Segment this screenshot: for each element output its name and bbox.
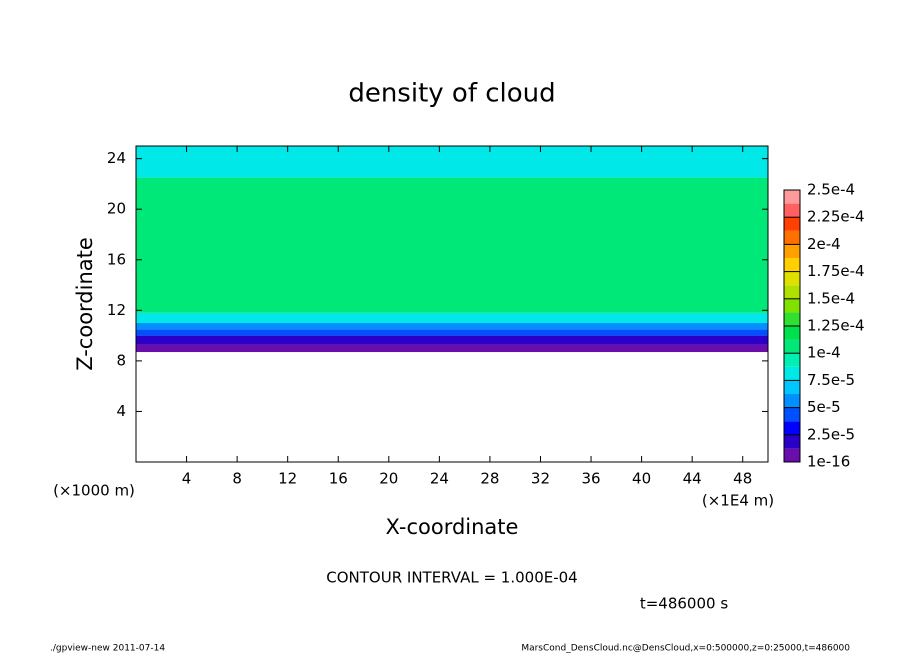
y-tick-label: 12 xyxy=(107,301,126,319)
x-axis-label: X-coordinate xyxy=(386,515,519,539)
colorbar-swatch xyxy=(784,203,800,218)
x-tick-label: 28 xyxy=(480,470,499,488)
colorbar-label: 1e-4 xyxy=(807,344,841,362)
x-tick-label: 44 xyxy=(683,470,702,488)
colorbar-label: 5e-5 xyxy=(807,398,841,416)
x-tick-label: 32 xyxy=(531,470,550,488)
colorbar-swatch xyxy=(784,353,800,367)
colorbar-swatch xyxy=(784,258,800,272)
x-tick-label: 24 xyxy=(430,470,449,488)
y-unit-label: (×1000 m) xyxy=(53,482,135,500)
colorbar-swatch xyxy=(784,190,800,204)
colorbar-label: 1e-16 xyxy=(807,453,850,471)
colorbar-label: 2.25e-4 xyxy=(807,208,865,226)
density-band xyxy=(136,329,768,336)
x-unit-label: (×1E4 m) xyxy=(702,492,774,510)
x-tick-label: 8 xyxy=(232,470,242,488)
y-tick-label: 16 xyxy=(107,250,126,268)
x-tick-label: 4 xyxy=(182,470,192,488)
colorbar-swatch xyxy=(784,271,800,286)
x-tick-label: 12 xyxy=(278,470,297,488)
colorbar-swatch xyxy=(784,298,800,313)
colorbar-swatch xyxy=(784,285,800,299)
colorbar-swatch xyxy=(784,407,800,422)
colorbar-swatch xyxy=(784,434,800,449)
colorbar-label: 2.5e-4 xyxy=(807,181,855,199)
colorbar-swatch xyxy=(784,380,800,394)
contour-text: CONTOUR INTERVAL = 1.000E-04 xyxy=(326,569,577,587)
colorbar-swatch xyxy=(784,394,800,408)
density-band xyxy=(136,344,768,353)
colorbar-label: 2.5e-5 xyxy=(807,425,855,443)
colorbar-swatch xyxy=(784,326,800,340)
chart-title: density of cloud xyxy=(348,79,555,109)
footer-right: MarsCond_DensCloud.nc@DensCloud,x=0:5000… xyxy=(521,644,850,654)
y-tick-label: 4 xyxy=(116,402,126,420)
density-band xyxy=(136,322,768,330)
colorbar-swatch xyxy=(784,217,800,231)
density-band xyxy=(136,312,768,323)
colorbar-swatch xyxy=(784,244,800,258)
y-axis-label: Z-coordinate xyxy=(73,237,97,371)
plot-frame xyxy=(135,145,769,463)
density-band xyxy=(136,177,768,313)
y-tick-label: 24 xyxy=(107,149,126,167)
colorbar-label: 1.25e-4 xyxy=(807,317,865,335)
y-tick-label: 8 xyxy=(116,351,126,369)
x-tick-label: 16 xyxy=(329,470,348,488)
time-text: t=486000 s xyxy=(640,595,728,613)
colorbar-swatch xyxy=(784,339,800,354)
colorbar-swatch xyxy=(784,421,800,435)
colorbar-label: 1.75e-4 xyxy=(807,262,865,280)
colorbar-swatch xyxy=(784,312,800,326)
x-tick-label: 36 xyxy=(581,470,600,488)
colorbar-label: 1.5e-4 xyxy=(807,289,855,307)
footer-left: ./gpview-new 2011-07-14 xyxy=(50,644,165,654)
colorbar-swatch xyxy=(784,448,800,462)
y-tick-label: 20 xyxy=(107,200,126,218)
colorbar-label: 2e-4 xyxy=(807,235,841,253)
density-band xyxy=(136,146,768,178)
colorbar-swatch xyxy=(784,230,800,245)
density-band xyxy=(136,335,768,345)
colorbar-label: 7.5e-5 xyxy=(807,371,855,389)
x-tick-label: 40 xyxy=(632,470,651,488)
x-tick-label: 48 xyxy=(733,470,752,488)
colorbar-swatch xyxy=(784,366,800,381)
x-tick-label: 20 xyxy=(379,470,398,488)
